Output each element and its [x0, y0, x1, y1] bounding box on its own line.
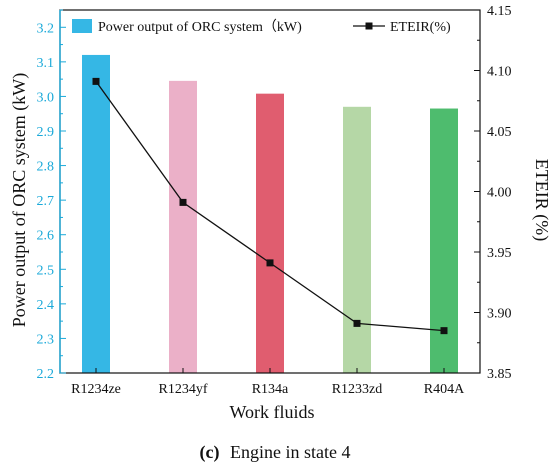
y-left-tick-label: 2.2 — [37, 367, 55, 382]
line-layer — [92, 77, 448, 335]
y-left-tick-label: 3.1 — [37, 56, 55, 71]
y-right-tick-label: 4.05 — [487, 125, 512, 140]
y-right-tick-label: 3.90 — [487, 307, 512, 322]
x-tick-label: R1233zd — [332, 382, 383, 397]
y-axis-title-right: ETEIR (%) — [531, 159, 550, 241]
y-left-tick-label: 2.4 — [37, 298, 55, 313]
eteir-point-r1233zd — [353, 319, 361, 327]
eteir-point-r1234ze — [92, 77, 100, 85]
bars-layer — [82, 54, 458, 374]
y-axis-title-left: Power output of ORC system (kW) — [9, 73, 30, 327]
caption-label: (c) — [200, 442, 220, 463]
eteir-point-r404a — [440, 327, 448, 335]
y-left-tick-label: 2.7 — [37, 194, 55, 209]
y-left-tick-label: 2.6 — [37, 229, 55, 244]
bar-r1233zd — [343, 106, 371, 374]
x-tick-label: R404A — [424, 382, 465, 397]
y-right-tick-label: 3.95 — [487, 246, 512, 261]
figure-caption: (c) Engine in state 4 — [200, 442, 351, 463]
legend-bar-label: Power output of ORC system（kW) — [98, 19, 302, 35]
bar-r1234yf — [169, 80, 197, 374]
legend-line-marker — [365, 22, 373, 30]
x-tick-label: R1234ze — [71, 382, 121, 397]
x-tick-label: R134a — [252, 382, 289, 397]
y-left-tick-label: 2.8 — [37, 160, 55, 175]
y-right-tick-label: 3.85 — [487, 367, 512, 382]
y-right-tick-label: 4.15 — [487, 4, 512, 19]
y-left-tick-label: 2.3 — [37, 332, 55, 347]
legend-bar-swatch — [72, 19, 92, 33]
y-left-tick-label: 3.2 — [37, 21, 55, 36]
y-left-tick-label: 2.5 — [37, 263, 55, 278]
eteir-point-r134a — [266, 259, 274, 267]
caption-text: Engine in state 4 — [230, 442, 350, 462]
y-left-tick-label: 3.0 — [37, 90, 55, 105]
legend-line-label: ETEIR(%) — [390, 20, 451, 35]
x-axis-title: Work fluids — [229, 402, 314, 422]
x-tick-label: R1234yf — [159, 382, 208, 397]
legend: Power output of ORC system（kW) ETEIR(%) — [72, 19, 451, 35]
ticks-layer: 2.2 2.3 2.4 2.5 2.6 2.7 2.8 2.9 3.0 3.1 3.2 3.85 3.9… — [37, 4, 512, 397]
bar-r134a — [256, 93, 284, 373]
y-left-tick-label: 2.9 — [37, 125, 55, 140]
y-right-tick-label: 4.10 — [487, 65, 512, 80]
y-right-tick-label: 4.00 — [487, 186, 512, 201]
eteir-point-r1234yf — [179, 198, 187, 206]
bar-r1234ze — [82, 54, 110, 373]
